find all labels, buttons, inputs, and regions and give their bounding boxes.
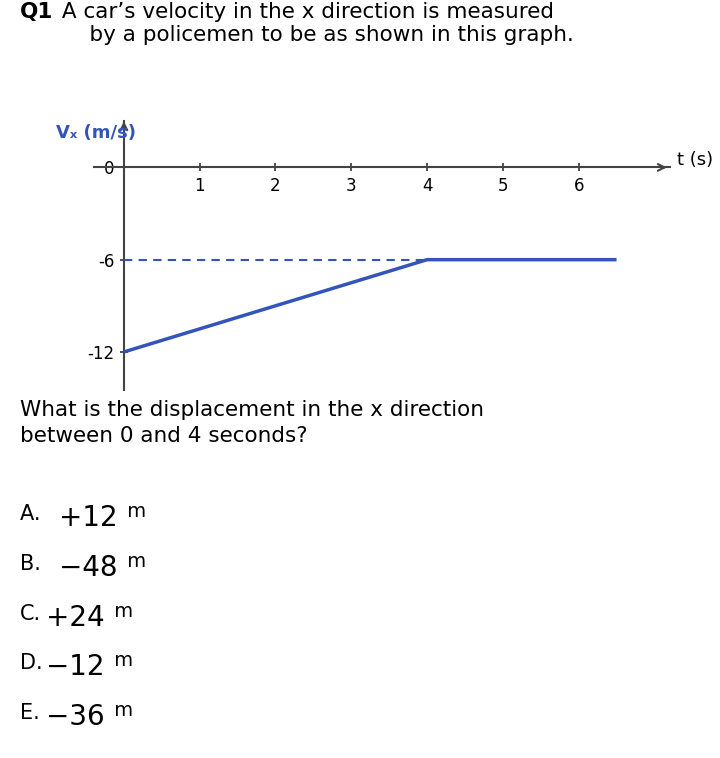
Text: A.: A. [20,504,48,525]
Text: m: m [121,552,146,571]
Text: B.: B. [20,554,48,574]
Text: C.: C. [20,603,41,624]
Text: m: m [108,602,133,621]
Text: E.: E. [20,703,40,723]
Text: Q1: Q1 [20,2,53,22]
Text: −48: −48 [59,554,117,582]
Text: t (s): t (s) [678,152,714,170]
Text: A car’s velocity in the x direction is measured
     by a policemen to be as sho: A car’s velocity in the x direction is m… [55,2,574,45]
Text: m: m [121,503,146,522]
Text: −36: −36 [46,703,104,731]
Text: What is the displacement in the x direction
between 0 and 4 seconds?: What is the displacement in the x direct… [20,399,484,446]
Text: +12: +12 [59,504,117,532]
Text: D.: D. [20,653,42,673]
Text: m: m [108,701,133,720]
Text: −12: −12 [46,653,104,681]
Text: +24: +24 [46,603,104,631]
Text: m: m [108,651,133,670]
Text: Vₓ (m/s): Vₓ (m/s) [55,124,135,142]
